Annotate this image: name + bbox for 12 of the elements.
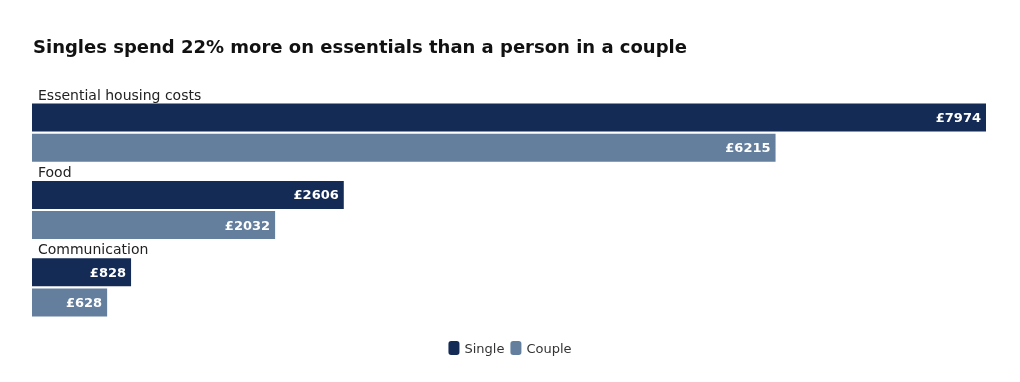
- chart-title: Singles spend 22% more on essentials than a person in a couple: [33, 35, 687, 57]
- data-label: £2606: [293, 187, 339, 203]
- legend-label: Single: [464, 340, 505, 356]
- data-label: £628: [65, 294, 103, 310]
- legend-label: Couple: [526, 340, 572, 356]
- y-tick-label: Essential housing costs: [38, 86, 202, 103]
- y-tick-label: Communication: [38, 241, 149, 258]
- data-label: £2032: [224, 217, 271, 233]
- data-label: £7974: [935, 110, 981, 126]
- y-tick-label: Food: [38, 164, 72, 180]
- data-label: £6215: [725, 140, 771, 156]
- data-label: £828: [89, 264, 127, 280]
